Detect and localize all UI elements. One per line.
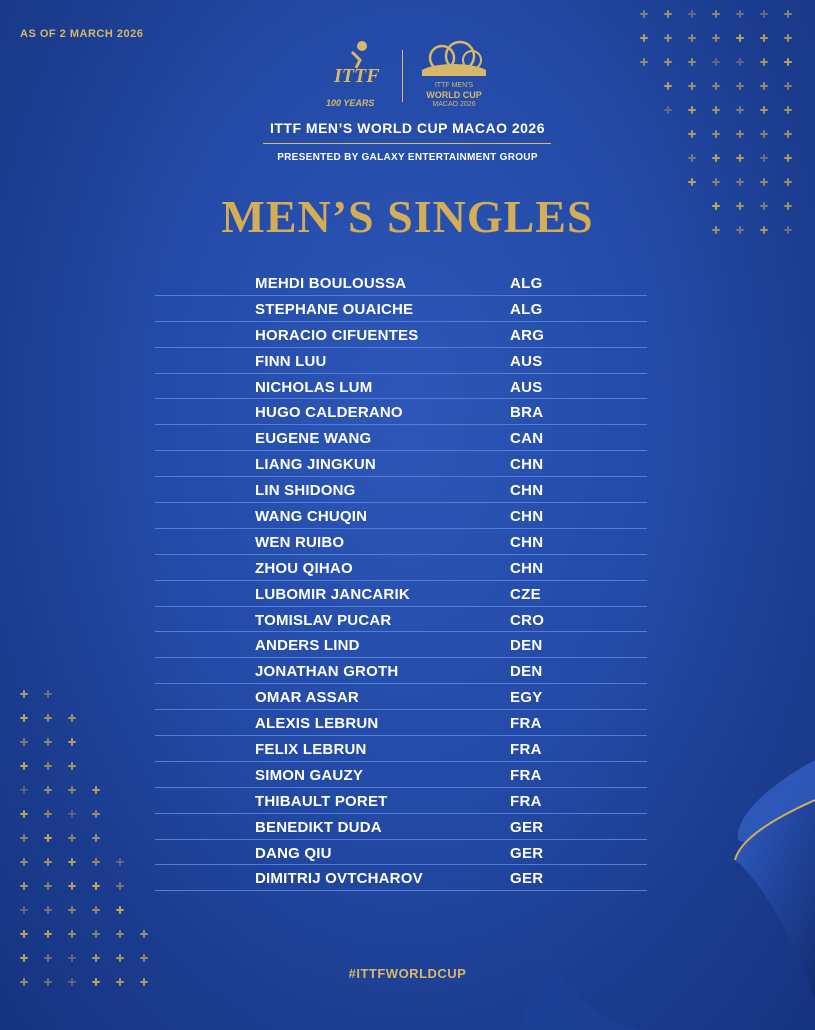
list-item: DANG QIU GER (155, 840, 647, 866)
player-country: CHN (510, 508, 543, 525)
player-country: FRA (510, 767, 542, 784)
list-item: MEHDI BOULOUSSA ALG (155, 270, 647, 296)
ittf-logo-text: ITTF (333, 65, 380, 87)
hashtag: #ITTFWORLDCUP (0, 966, 815, 981)
player-country: CHN (510, 560, 543, 577)
player-name: DIMITRIJ OVTCHAROV (255, 870, 423, 887)
player-country: FRA (510, 793, 542, 810)
event-title: ITTF MEN’S WORLD CUP MACAO 2026 (0, 120, 815, 136)
player-name: DANG QIU (255, 845, 332, 862)
ittf-anniversary-text: 100 YEARS (326, 98, 374, 108)
player-country: CAN (510, 430, 543, 447)
player-country: ALG (510, 275, 543, 292)
list-item: NICHOLAS LUM AUS (155, 374, 647, 400)
list-item: DIMITRIJ OVTCHAROV GER (155, 865, 647, 891)
list-item: WEN RUIBO CHN (155, 529, 647, 555)
player-country: ALG (510, 301, 543, 318)
ittf-logo-icon: ITTF 100 YEARS (322, 38, 392, 114)
logo-divider (402, 50, 403, 102)
player-country: EGY (510, 689, 543, 706)
player-country: GER (510, 819, 543, 836)
list-item: FELIX LEBRUN FRA (155, 736, 647, 762)
header-logos: ITTF 100 YEARS ITTF MEN'S WORLD CUP MACA… (322, 38, 492, 118)
title-divider (263, 143, 551, 144)
list-item: STEPHANE OUAICHE ALG (155, 296, 647, 322)
list-item: SIMON GAUZY FRA (155, 762, 647, 788)
player-country: BRA (510, 404, 543, 421)
player-name: WANG CHUQIN (255, 508, 367, 525)
player-name: NICHOLAS LUM (255, 379, 372, 396)
player-name: LUBOMIR JANCARIK (255, 586, 410, 603)
player-country: FRA (510, 741, 542, 758)
player-country: CHN (510, 534, 543, 551)
list-item: LUBOMIR JANCARIK CZE (155, 581, 647, 607)
list-item: TOMISLAV PUCAR CRO (155, 607, 647, 633)
player-name: FINN LUU (255, 353, 327, 370)
world-cup-emblem (416, 40, 492, 80)
player-list: MEHDI BOULOUSSA ALG STEPHANE OUAICHE ALG HOR… (155, 270, 647, 891)
player-name: THIBAULT PORET (255, 793, 388, 810)
player-country: GER (510, 845, 543, 862)
player-country: AUS (510, 379, 543, 396)
page-heading: MEN’S SINGLES (0, 190, 815, 243)
player-name: OMAR ASSAR (255, 689, 359, 706)
list-item: THIBAULT PORET FRA (155, 788, 647, 814)
list-item: BENEDIKT DUDA GER (155, 814, 647, 840)
player-name: LIANG JINGKUN (255, 456, 376, 473)
list-item: ANDERS LIND DEN (155, 632, 647, 658)
player-name: ANDERS LIND (255, 637, 360, 654)
player-name: SIMON GAUZY (255, 767, 363, 784)
world-cup-logo-line2: WORLD CUP (416, 90, 492, 100)
as-of-date: AS OF 2 MARCH 2026 (20, 28, 143, 40)
player-name: EUGENE WANG (255, 430, 371, 447)
player-name: ALEXIS LEBRUN (255, 715, 378, 732)
list-item: EUGENE WANG CAN (155, 425, 647, 451)
list-item: ALEXIS LEBRUN FRA (155, 710, 647, 736)
list-item: ZHOU QIHAO CHN (155, 555, 647, 581)
player-country: CZE (510, 586, 541, 603)
list-item: LIN SHIDONG CHN (155, 477, 647, 503)
player-name: WEN RUIBO (255, 534, 344, 551)
player-country: CHN (510, 482, 543, 499)
player-name: HUGO CALDERANO (255, 404, 403, 421)
player-name: LIN SHIDONG (255, 482, 356, 499)
list-item: OMAR ASSAR EGY (155, 684, 647, 710)
presented-by: PRESENTED BY GALAXY ENTERTAINMENT GROUP (0, 152, 815, 163)
player-country: CRO (510, 612, 544, 629)
player-country: ARG (510, 327, 544, 344)
list-item: HUGO CALDERANO BRA (155, 399, 647, 425)
player-country: DEN (510, 637, 543, 654)
player-name: ZHOU QIHAO (255, 560, 353, 577)
player-name: FELIX LEBRUN (255, 741, 367, 758)
player-name: MEHDI BOULOUSSA (255, 275, 406, 292)
player-country: GER (510, 870, 543, 887)
list-item: LIANG JINGKUN CHN (155, 451, 647, 477)
world-cup-logo-line1: ITTF MEN'S (416, 82, 492, 90)
world-cup-logo-icon: ITTF MEN'S WORLD CUP MACAO 2026 (416, 40, 492, 112)
world-cup-logo-line3: MACAO 2026 (416, 101, 492, 109)
list-item: JONATHAN GROTH DEN (155, 658, 647, 684)
player-name: BENEDIKT DUDA (255, 819, 382, 836)
player-country: DEN (510, 663, 543, 680)
player-name: JONATHAN GROTH (255, 663, 398, 680)
player-name: HORACIO CIFUENTES (255, 327, 418, 344)
list-item: HORACIO CIFUENTES ARG (155, 322, 647, 348)
player-country: CHN (510, 456, 543, 473)
list-item: FINN LUU AUS (155, 348, 647, 374)
player-name: TOMISLAV PUCAR (255, 612, 391, 629)
list-item: WANG CHUQIN CHN (155, 503, 647, 529)
player-country: AUS (510, 353, 543, 370)
player-name: STEPHANE OUAICHE (255, 301, 413, 318)
player-country: FRA (510, 715, 542, 732)
